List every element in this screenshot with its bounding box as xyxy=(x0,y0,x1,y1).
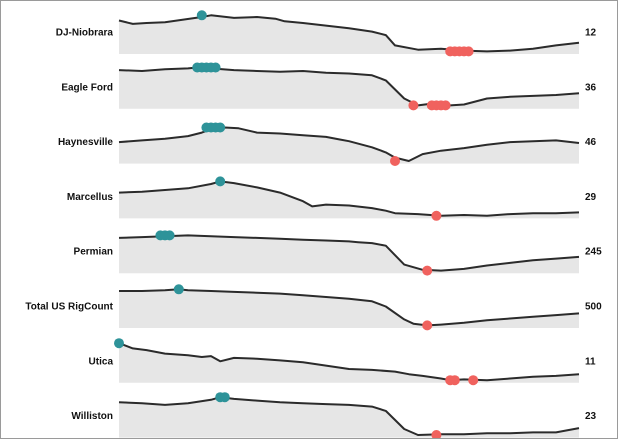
sparkline-line xyxy=(118,180,580,217)
sparkline-line xyxy=(118,234,580,272)
sparkline-row-eagle-ford: Eagle Ford 36 xyxy=(61,62,597,111)
row-label: Marcellus xyxy=(67,192,114,203)
sparkline-row-utica: Utica 11 xyxy=(89,338,596,386)
row-label: Williston xyxy=(71,411,113,422)
row-label: Total US RigCount xyxy=(25,302,113,313)
sparkline-row-total-us-rigcount: Total US RigCount 500 xyxy=(25,284,602,331)
sparkline-area xyxy=(119,67,579,109)
max-marker xyxy=(114,338,124,349)
sparkline-area xyxy=(119,343,579,383)
min-marker xyxy=(431,430,442,438)
last-value-label: 12 xyxy=(585,28,597,39)
max-marker xyxy=(215,122,226,133)
last-value-label: 36 xyxy=(585,82,597,93)
sparkline-row-haynesville: Haynesville 46 xyxy=(58,122,597,166)
max-marker xyxy=(219,392,230,403)
last-value-label: 245 xyxy=(585,247,602,258)
row-label: Eagle Ford xyxy=(61,82,113,93)
sparkline-line xyxy=(118,14,580,53)
sparkline-line xyxy=(119,288,580,327)
max-marker xyxy=(173,284,184,295)
last-value-label: 29 xyxy=(585,192,597,203)
row-label: Permian xyxy=(74,247,113,258)
last-value-label: 11 xyxy=(585,356,596,367)
sparkline-line xyxy=(118,342,580,382)
sparkline-row-dj-niobrara: DJ-Niobrara 12 xyxy=(56,10,597,57)
last-value-label: 23 xyxy=(585,411,597,422)
max-marker xyxy=(215,176,226,187)
min-marker xyxy=(422,320,433,331)
sparkline-row-williston: Williston 23 xyxy=(71,392,597,438)
sparkline-area xyxy=(119,235,579,274)
min-marker xyxy=(449,375,460,386)
row-label: DJ-Niobrara xyxy=(56,28,114,39)
min-marker xyxy=(390,156,400,166)
max-marker xyxy=(164,230,175,241)
min-marker xyxy=(468,375,479,386)
sparkline-line xyxy=(118,126,580,162)
max-marker xyxy=(196,10,207,21)
row-label: Utica xyxy=(89,356,114,367)
sparkline-area xyxy=(119,127,579,164)
min-marker xyxy=(422,265,433,276)
last-value-label: 46 xyxy=(585,137,597,148)
sparkline-area xyxy=(119,15,579,55)
sparkline-area xyxy=(119,397,579,438)
row-label: Haynesville xyxy=(58,137,113,148)
max-marker xyxy=(210,62,221,73)
min-marker xyxy=(431,210,442,221)
sparkline-row-permian: Permian 245 xyxy=(74,230,602,276)
last-value-label: 500 xyxy=(585,302,602,313)
sparkline-line xyxy=(118,396,580,436)
sparkline-area xyxy=(119,181,579,219)
sparkline-area xyxy=(119,289,579,328)
sparkline-row-marcellus: Marcellus 29 xyxy=(67,176,597,221)
min-marker xyxy=(440,100,451,111)
min-marker xyxy=(463,46,474,57)
min-marker xyxy=(408,100,419,111)
